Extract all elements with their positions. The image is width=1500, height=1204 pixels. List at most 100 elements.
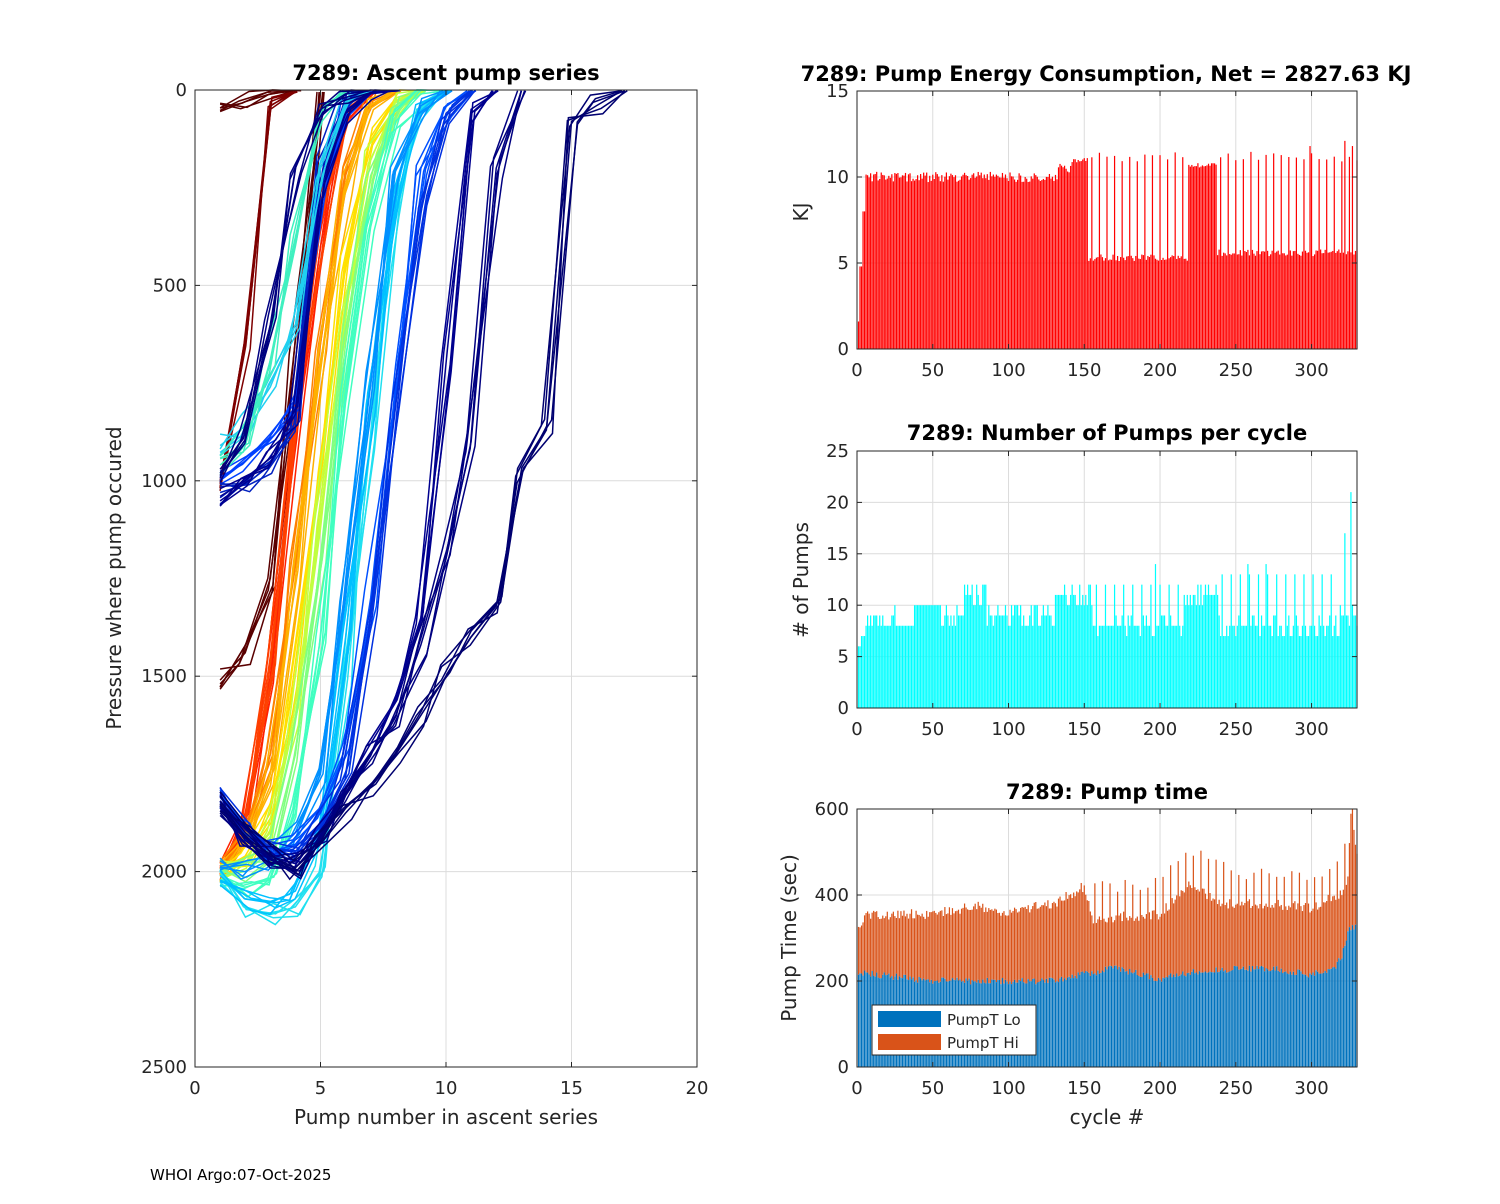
bar xyxy=(977,594,979,708)
bar-pumpt-hi xyxy=(1089,911,1091,976)
bar-pumpt-lo xyxy=(1223,971,1225,1067)
bar xyxy=(1059,163,1061,349)
bar-pumpt-lo xyxy=(1177,976,1179,1067)
bar xyxy=(1009,172,1011,349)
bar xyxy=(1150,254,1152,349)
bar xyxy=(1300,255,1302,349)
bar xyxy=(1029,181,1031,349)
bar-pumpt-hi xyxy=(1095,922,1097,976)
bar xyxy=(1107,625,1110,708)
bar xyxy=(865,625,867,708)
pumptime-title: 7289: Pump time xyxy=(1006,780,1208,804)
bar-pumpt-lo xyxy=(1042,980,1044,1067)
bar xyxy=(1023,181,1025,349)
bar-pumpt-hi xyxy=(1104,921,1107,967)
bar xyxy=(1348,156,1351,349)
bar xyxy=(1157,625,1160,708)
bar-pumpt-hi xyxy=(939,910,941,982)
bar xyxy=(1171,625,1173,708)
bar-pumpt-hi xyxy=(1283,876,1285,972)
bar xyxy=(1239,250,1241,349)
bar xyxy=(1089,258,1091,349)
bar xyxy=(1092,625,1094,708)
bar-pumpt-hi xyxy=(1236,903,1238,967)
bar xyxy=(904,625,907,708)
bar xyxy=(913,605,916,708)
bar-pumpt-lo xyxy=(1048,977,1051,1067)
bar-pumpt-lo xyxy=(1262,966,1264,1067)
bar xyxy=(1207,584,1210,708)
bar-pumpt-hi xyxy=(876,911,878,973)
bar xyxy=(862,211,864,349)
bar-pumpt-hi xyxy=(1091,915,1093,972)
bar-pumpt-hi xyxy=(1162,876,1164,978)
bar-pumpt-lo xyxy=(1203,972,1205,1067)
bar-pumpt-lo xyxy=(1076,978,1078,1067)
bar-pumpt-hi xyxy=(1248,899,1251,966)
bar-pumpt-lo xyxy=(1298,969,1301,1067)
bar-pumpt-lo xyxy=(1218,971,1220,1067)
bar xyxy=(924,175,926,349)
bar-pumpt-hi xyxy=(917,914,919,983)
bar-pumpt-hi xyxy=(950,914,952,981)
bar-pumpt-lo xyxy=(1333,967,1335,1067)
bar xyxy=(1230,254,1232,349)
bar xyxy=(1292,625,1294,708)
bar-pumpt-hi xyxy=(982,903,984,980)
bar xyxy=(950,615,952,708)
bar-pumpt-hi xyxy=(1204,893,1207,972)
bar-pumpt-lo xyxy=(1153,980,1155,1067)
bar xyxy=(1279,625,1281,708)
bar xyxy=(959,179,961,349)
bar-pumpt-lo xyxy=(1147,973,1149,1067)
bar xyxy=(933,179,935,349)
bar xyxy=(907,625,910,708)
bar-pumpt-hi xyxy=(973,906,975,982)
ascent-title: 7289: Ascent pump series xyxy=(292,61,599,85)
bar xyxy=(1023,615,1025,708)
bar xyxy=(863,636,866,708)
bar xyxy=(1256,625,1258,708)
bar-pumpt-hi xyxy=(1259,903,1261,967)
bar xyxy=(1067,171,1069,349)
bar-pumpt-lo xyxy=(1241,968,1243,1067)
bar xyxy=(860,636,863,708)
bar xyxy=(892,615,894,708)
bar xyxy=(1232,625,1234,708)
bar xyxy=(1335,252,1337,349)
bar xyxy=(1336,636,1338,708)
bar xyxy=(1103,260,1105,349)
bar-pumpt-hi xyxy=(1292,903,1294,972)
bar-pumpt-lo xyxy=(1282,973,1284,1067)
bar xyxy=(1153,636,1155,708)
bar xyxy=(904,172,907,349)
bar-pumpt-hi xyxy=(1354,844,1357,925)
bar xyxy=(1020,605,1022,708)
bar-pumpt-lo xyxy=(1351,925,1354,1067)
bar xyxy=(1260,251,1263,349)
bar-pumpt-hi xyxy=(1013,907,1016,980)
bar-pumpt-hi xyxy=(1277,899,1279,971)
bar-pumpt-hi xyxy=(1092,923,1094,975)
bar-pumpt-lo xyxy=(1151,977,1154,1067)
bar-pumpt-hi xyxy=(1326,900,1328,973)
bar xyxy=(1036,176,1038,349)
y-tick-label: 0 xyxy=(838,1057,849,1078)
bar xyxy=(1344,533,1346,708)
bar-pumpt-hi xyxy=(1027,905,1029,980)
bar-pumpt-hi xyxy=(1229,899,1231,972)
bar-pumpt-hi xyxy=(920,916,922,979)
bar-pumpt-hi xyxy=(957,909,960,981)
bar xyxy=(1324,249,1326,349)
bar xyxy=(1103,625,1105,708)
bar-pumpt-hi xyxy=(967,909,969,981)
bar xyxy=(912,178,914,349)
bar-pumpt-lo xyxy=(1330,968,1332,1067)
bar xyxy=(1318,159,1320,349)
bar xyxy=(1039,180,1041,349)
bar xyxy=(1035,605,1037,708)
bar xyxy=(980,172,982,349)
bar xyxy=(1007,180,1010,349)
bar-pumpt-hi xyxy=(1341,895,1343,959)
bar-pumpt-lo xyxy=(1198,971,1201,1067)
